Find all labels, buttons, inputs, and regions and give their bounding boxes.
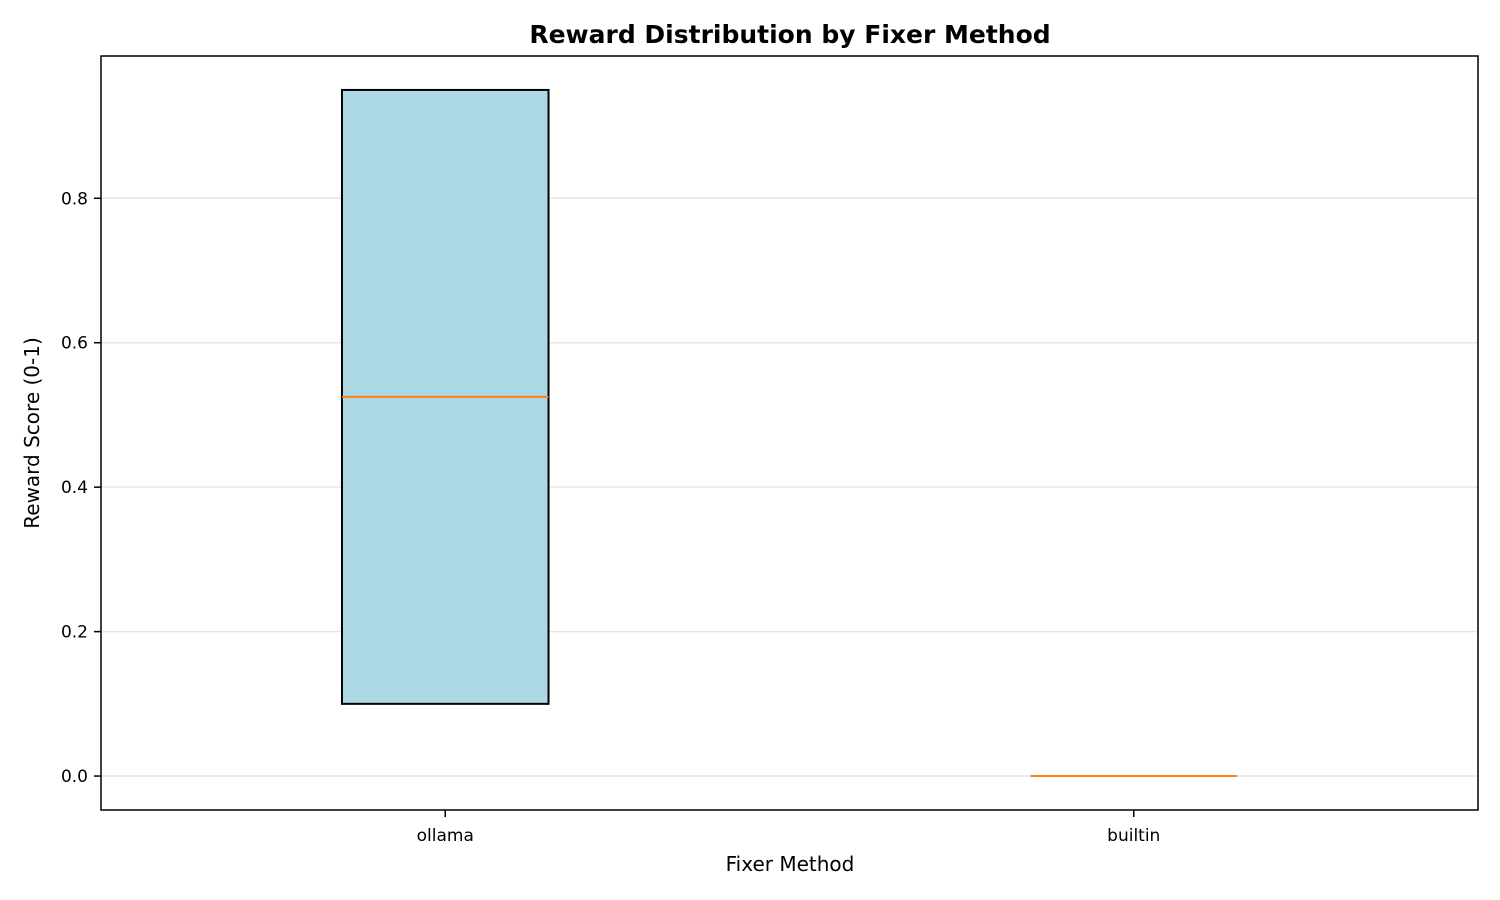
y-tick-label: 0.8 <box>61 189 88 209</box>
chart-title: Reward Distribution by Fixer Method <box>529 20 1050 49</box>
y-tick-label: 0.2 <box>61 623 88 643</box>
x-tick-label: ollama <box>417 826 474 846</box>
plot-frame <box>100 55 1479 811</box>
y-tick-label: 0.0 <box>61 767 88 787</box>
x-axis-ticks: ollama builtin <box>417 810 1160 846</box>
grid-lines <box>101 197 1478 777</box>
x-axis-label: Fixer Method <box>726 852 855 876</box>
y-axis-label: Reward Score (0-1) <box>20 337 44 528</box>
y-tick-label: 0.4 <box>61 478 88 498</box>
y-axis-ticks: 0.0 0.2 0.4 0.6 0.8 <box>61 189 101 787</box>
y-tick-label: 0.6 <box>61 334 88 354</box>
x-tick-label: builtin <box>1107 826 1160 846</box>
boxes <box>340 88 1238 778</box>
